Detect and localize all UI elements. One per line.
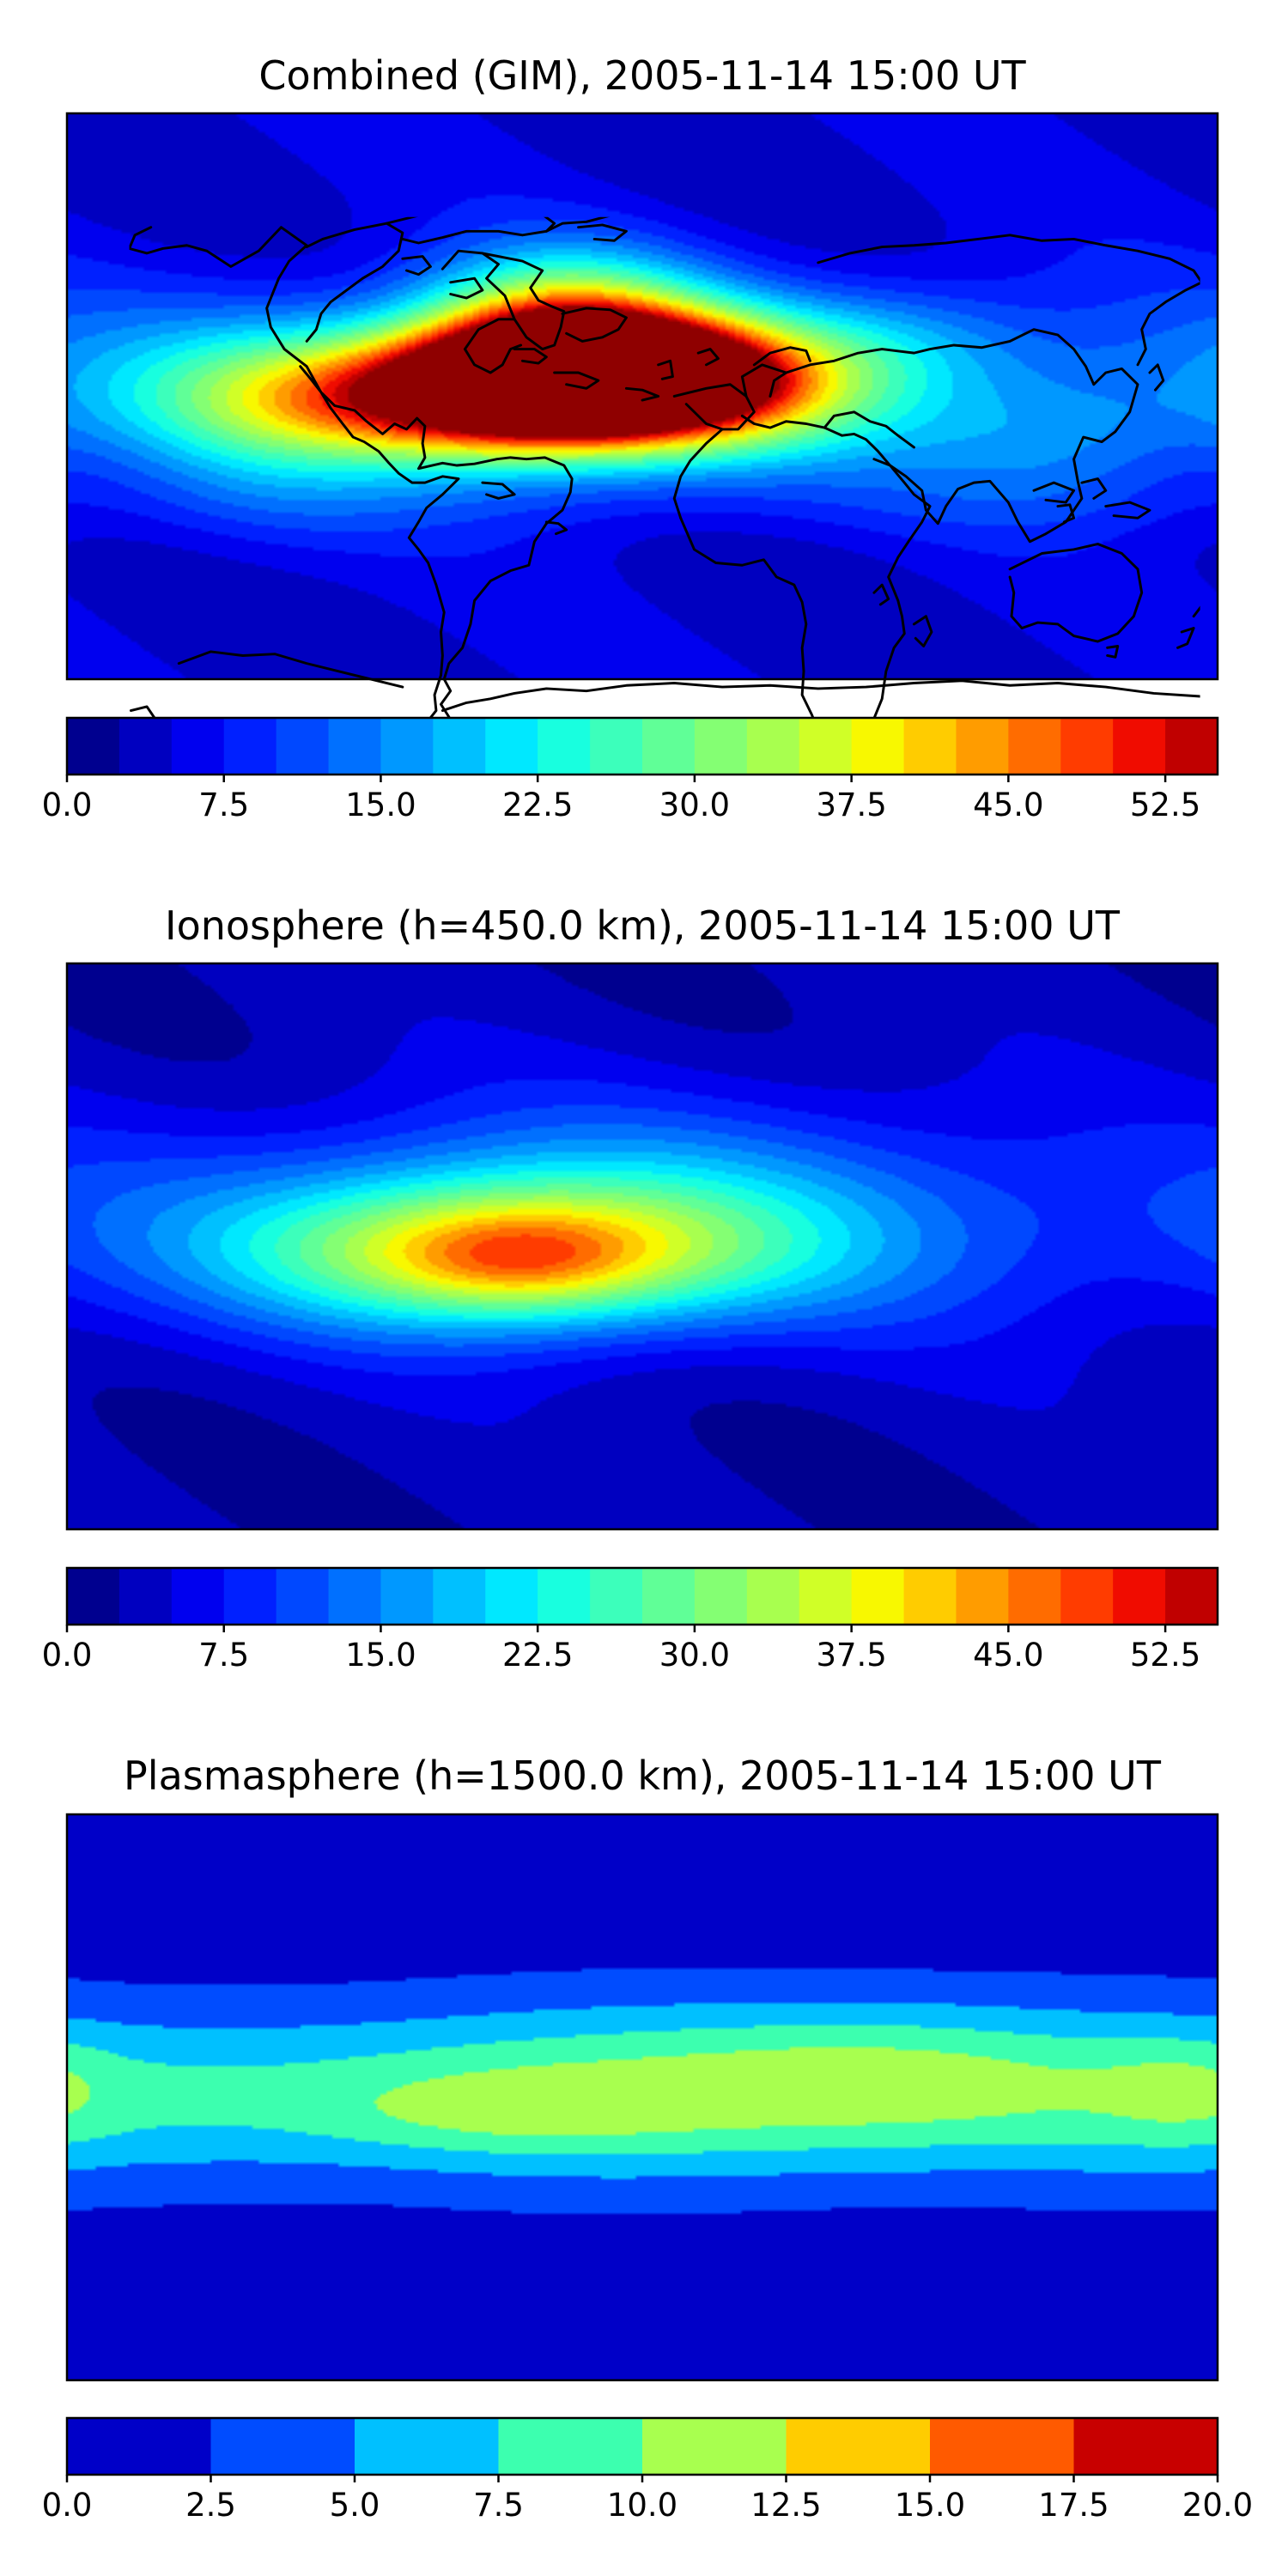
colorbar-tick-label: 30.0 — [659, 1637, 730, 1674]
colorbar-tick-label: 45.0 — [973, 787, 1043, 823]
heatmap-field — [67, 1814, 1218, 2380]
colorbar-swatch — [67, 2418, 212, 2475]
colorbar-swatch — [1073, 2418, 1218, 2475]
colorbar-swatch — [171, 1568, 225, 1625]
colorbar-tick-label: 15.0 — [345, 1637, 416, 1674]
colorbar: 0.0 7.5 15.0 22.5 30.0 37.5 45.0 52.5 — [42, 716, 1219, 823]
colorbar-tick-label: 2.5 — [185, 2487, 236, 2524]
colorbar-swatch — [799, 1568, 853, 1625]
colorbar: 0.0 7.5 15.0 22.5 30.0 37.5 45.0 52.5 — [42, 1566, 1219, 1674]
colorbar-swatch — [67, 718, 120, 775]
colorbar-swatch — [538, 1568, 591, 1625]
colorbar-swatch — [956, 1568, 1009, 1625]
colorbar-swatch — [485, 1568, 538, 1625]
map-frame — [65, 112, 1219, 681]
colorbar-swatch — [276, 718, 330, 775]
colorbar-tick-label: 5.0 — [330, 2487, 380, 2524]
colorbar-swatch — [694, 718, 748, 775]
colorbar-swatch — [380, 1568, 434, 1625]
heatmap-field — [67, 113, 1218, 679]
colorbar-swatch — [746, 1568, 800, 1625]
colorbar-swatch — [642, 2418, 787, 2475]
colorbar-swatch — [276, 1568, 330, 1625]
colorbar-swatch — [223, 1568, 277, 1625]
colorbar-swatch — [1008, 718, 1061, 775]
colorbar-tick-label: 20.0 — [1182, 2487, 1253, 2524]
colorbar-swatch — [210, 2418, 355, 2475]
colorbar-swatch — [118, 718, 173, 775]
colorbar-swatch — [956, 718, 1009, 775]
colorbar-swatch — [694, 1568, 748, 1625]
colorbar-swatch — [903, 718, 957, 775]
colorbar-swatch — [498, 2418, 643, 2475]
colorbar-swatch — [485, 718, 538, 775]
colorbar-tick-label: 45.0 — [973, 1637, 1043, 1674]
map-frame — [65, 1813, 1219, 2382]
colorbar-tick-label: 12.5 — [750, 2487, 821, 2524]
colorbar-swatch — [1113, 1568, 1166, 1625]
colorbar-swatch — [1060, 718, 1114, 775]
colorbar-tick-label: 52.5 — [1130, 1637, 1200, 1674]
colorbar-swatch — [328, 1568, 382, 1625]
colorbar-swatch — [433, 1568, 486, 1625]
panel-title: Combined (GIM), 2005-11-14 15:00 UT — [258, 52, 1026, 99]
colorbar-tick-label: 0.0 — [42, 787, 93, 823]
colorbar-swatch — [799, 718, 853, 775]
colorbar-tick-label: 17.5 — [1038, 2487, 1109, 2524]
colorbar-swatch — [171, 718, 225, 775]
colorbar-frame — [65, 1566, 1219, 1626]
colorbar-swatch — [930, 2418, 1075, 2475]
colorbar-swatch — [1165, 1568, 1218, 1625]
map-plot — [65, 1813, 1219, 2382]
colorbar-tick-label: 37.5 — [816, 787, 886, 823]
colorbar-tick-label: 7.5 — [473, 2487, 524, 2524]
map-frame — [65, 962, 1219, 1531]
heatmap-field — [67, 963, 1218, 1529]
colorbar-frame — [65, 716, 1219, 776]
colorbar-swatch — [223, 718, 277, 775]
colorbar-swatch — [786, 2418, 931, 2475]
colorbar-swatch — [1165, 718, 1218, 775]
colorbar-tick-label: 15.0 — [345, 787, 416, 823]
colorbar-tick-label: 0.0 — [42, 2487, 93, 2524]
colorbar-swatch — [67, 1568, 120, 1625]
colorbar: 0.0 2.5 5.0 7.5 10.0 12.5 15.0 17.5 20.0 — [42, 2416, 1253, 2524]
colorbar-swatch — [590, 718, 643, 775]
panel-title: Ionosphere (h=450.0 km), 2005-11-14 15:0… — [165, 902, 1121, 949]
colorbar-tick-label: 37.5 — [816, 1637, 886, 1674]
colorbar-swatch — [538, 718, 591, 775]
colorbar-swatch — [590, 1568, 643, 1625]
panel-title: Plasmasphere (h=1500.0 km), 2005-11-14 1… — [124, 1753, 1162, 1799]
map-plot — [65, 962, 1219, 1531]
colorbar-swatch — [1113, 718, 1166, 775]
colorbar-swatch — [851, 1568, 905, 1625]
colorbar-swatch — [433, 718, 486, 775]
map-plot — [65, 112, 1219, 735]
colorbar-tick-label: 22.5 — [502, 787, 573, 823]
colorbar-swatch — [903, 1568, 957, 1625]
colorbar-swatch — [1008, 1568, 1061, 1625]
colorbar-tick-label: 10.0 — [607, 2487, 677, 2524]
colorbar-swatch — [328, 718, 382, 775]
colorbar-tick-label: 15.0 — [895, 2487, 965, 2524]
colorbar-swatch — [380, 718, 434, 775]
colorbar-swatch — [851, 718, 905, 775]
colorbar-swatch — [642, 718, 696, 775]
colorbar-swatch — [1060, 1568, 1114, 1625]
colorbar-tick-label: 7.5 — [198, 1637, 249, 1674]
colorbar-tick-label: 30.0 — [659, 787, 730, 823]
colorbar-swatch — [355, 2418, 500, 2475]
colorbar-swatch — [642, 1568, 696, 1625]
colorbar-swatch — [746, 718, 800, 775]
colorbar-swatch — [118, 1568, 173, 1625]
colorbar-tick-label: 0.0 — [42, 1637, 93, 1674]
colorbar-tick-label: 22.5 — [502, 1637, 573, 1674]
colorbar-tick-label: 7.5 — [198, 787, 249, 823]
colorbar-tick-label: 52.5 — [1130, 787, 1200, 823]
